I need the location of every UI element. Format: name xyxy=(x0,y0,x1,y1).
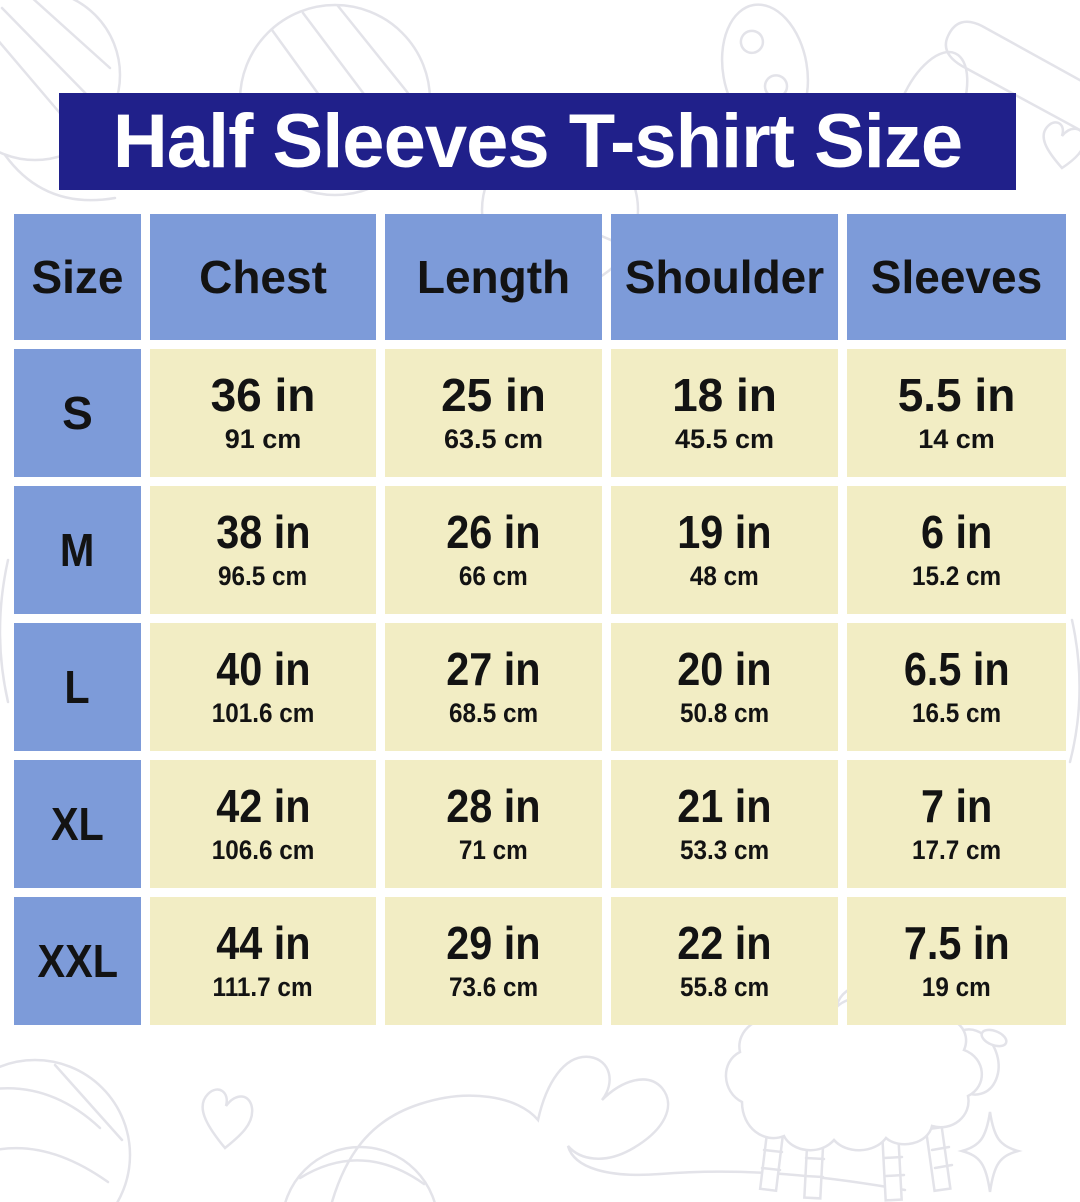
inches-value: 19 in xyxy=(677,505,772,558)
cm-value: 55.8 cm xyxy=(679,971,770,1002)
cm-value: 68.5 cm xyxy=(448,697,539,728)
size-label-xl: XL xyxy=(14,760,141,888)
inches-value: 40 in xyxy=(215,642,311,695)
cm-value: 96.5 cm xyxy=(218,560,308,591)
size-label-text: M xyxy=(60,524,95,576)
measurement-cell: 22 in 55.8 cm xyxy=(611,897,838,1025)
cm-value: 66 cm xyxy=(459,560,528,591)
measurement-cell: 6.5 in 16.5 cm xyxy=(847,623,1066,751)
inches-value: 7 in xyxy=(920,779,993,832)
inches-value: 6 in xyxy=(920,505,993,558)
measurement-cell: 20 in 50.8 cm xyxy=(611,623,838,751)
inches-value: 42 in xyxy=(215,779,311,832)
yarn-ball-doodle xyxy=(0,0,122,202)
inches-value: 22 in xyxy=(677,916,772,969)
inches-value: 21 in xyxy=(677,779,772,832)
thread-heart-doodle xyxy=(330,1055,907,1202)
size-label-text: L xyxy=(64,661,91,713)
column-header-label: Length xyxy=(416,251,571,303)
crochet-tool-doodle xyxy=(944,20,1080,132)
cm-value: 106.6 cm xyxy=(211,834,315,865)
column-header-label: Sleeves xyxy=(870,251,1043,303)
cm-value: 45.5 cm xyxy=(674,423,775,454)
measurement-cell: 18 in 45.5 cm xyxy=(611,349,838,477)
heart-icon xyxy=(1042,121,1080,170)
size-label-l: L xyxy=(14,623,141,751)
inches-value: 25 in xyxy=(441,368,546,421)
cm-value: 19 cm xyxy=(922,971,991,1002)
inches-value: 5.5 in xyxy=(897,368,1016,421)
measurement-cell: 7.5 in 19 cm xyxy=(847,897,1066,1025)
yarn-ball-doodle xyxy=(284,1145,436,1202)
column-header-chest: Chest xyxy=(150,214,376,340)
size-chart-table: Size Chest Length Shoulder Sleeves S 36 in 91 c… xyxy=(14,214,1066,1025)
measurement-cell: 27 in 68.5 cm xyxy=(385,623,602,751)
measurement-cell: 26 in 66 cm xyxy=(385,486,602,614)
cm-value: 16.5 cm xyxy=(911,697,1002,728)
cm-value: 63.5 cm xyxy=(443,423,544,454)
measurement-cell: 44 in 111.7 cm xyxy=(150,897,376,1025)
column-header-shoulder: Shoulder xyxy=(611,214,838,340)
cm-value: 73.6 cm xyxy=(448,971,539,1002)
column-header-sleeves: Sleeves xyxy=(847,214,1066,340)
measurement-cell: 25 in 63.5 cm xyxy=(385,349,602,477)
sheep-doodle xyxy=(724,996,1008,1202)
measurement-cell: 5.5 in 14 cm xyxy=(847,349,1066,477)
column-header-size: Size xyxy=(14,214,141,340)
measurement-cell: 21 in 53.3 cm xyxy=(611,760,838,888)
heart-icon xyxy=(201,1088,254,1150)
column-header-label: Shoulder xyxy=(624,251,825,303)
size-label-text: S xyxy=(62,387,93,439)
measurement-cell: 29 in 73.6 cm xyxy=(385,897,602,1025)
measurement-cell: 40 in 101.6 cm xyxy=(150,623,376,751)
inches-value: 18 in xyxy=(672,368,777,421)
cm-value: 50.8 cm xyxy=(679,697,770,728)
measurement-cell: 36 in 91 cm xyxy=(150,349,376,477)
measurement-cell: 28 in 71 cm xyxy=(385,760,602,888)
inches-value: 36 in xyxy=(210,368,316,421)
cm-value: 14 cm xyxy=(918,423,995,454)
cm-value: 53.3 cm xyxy=(679,834,770,865)
size-label-m: M xyxy=(14,486,141,614)
cm-value: 17.7 cm xyxy=(911,834,1002,865)
measurement-cell: 38 in 96.5 cm xyxy=(150,486,376,614)
column-header-label: Size xyxy=(31,251,124,303)
inches-value: 27 in xyxy=(446,642,541,695)
page-title: Half Sleeves T-shirt Size xyxy=(112,99,963,184)
measurement-cell: 7 in 17.7 cm xyxy=(847,760,1066,888)
inches-value: 20 in xyxy=(677,642,772,695)
title-bar: Half Sleeves T-shirt Size xyxy=(59,93,1016,190)
doodle-arc xyxy=(0,558,10,704)
inches-value: 44 in xyxy=(215,916,311,969)
sparkle-icon xyxy=(957,1111,1023,1193)
measurement-cell: 42 in 106.6 cm xyxy=(150,760,376,888)
cm-value: 71 cm xyxy=(459,834,528,865)
size-label-s: S xyxy=(14,349,141,477)
size-label-text: XL xyxy=(51,798,104,850)
measurement-cell: 6 in 15.2 cm xyxy=(847,486,1066,614)
yarn-ball-doodle xyxy=(0,1058,132,1202)
doodle-arc xyxy=(1068,618,1080,764)
inches-value: 6.5 in xyxy=(903,642,1010,695)
cm-value: 111.7 cm xyxy=(212,971,314,1002)
column-header-length: Length xyxy=(385,214,602,340)
inches-value: 38 in xyxy=(215,505,311,558)
inches-value: 29 in xyxy=(446,916,541,969)
cm-value: 101.6 cm xyxy=(211,697,315,728)
cm-value: 48 cm xyxy=(690,560,759,591)
size-label-text: XXL xyxy=(37,935,118,987)
column-header-label: Chest xyxy=(199,251,327,303)
size-label-xxl: XXL xyxy=(14,897,141,1025)
inches-value: 7.5 in xyxy=(903,916,1010,969)
cm-value: 15.2 cm xyxy=(911,560,1002,591)
cm-value: 91 cm xyxy=(224,423,302,454)
inches-value: 28 in xyxy=(446,779,541,832)
measurement-cell: 19 in 48 cm xyxy=(611,486,838,614)
inches-value: 26 in xyxy=(446,505,541,558)
